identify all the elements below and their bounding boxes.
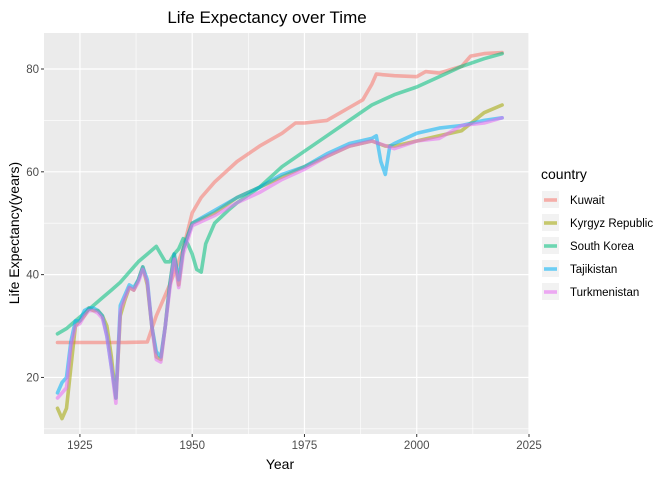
y-tick-label: 80	[26, 64, 39, 76]
legend-label-turkmenistan: Turkmenistan	[570, 287, 639, 299]
legend-label-kuwait: Kuwait	[570, 195, 605, 207]
y-axis: 20 40 60 80	[26, 64, 44, 384]
legend-label-south-korea: South Korea	[570, 241, 635, 253]
y-tick-label: 20	[26, 372, 39, 384]
x-tick-label: 2025	[516, 440, 542, 452]
y-tick-label: 60	[26, 167, 39, 179]
plot-panel	[44, 33, 529, 434]
x-tick-label: 1925	[67, 440, 93, 452]
x-tick-label: 2000	[404, 440, 430, 452]
x-axis-title: Year	[266, 456, 295, 472]
x-axis: 1925 1950 1975 2000 2025	[67, 434, 542, 452]
series-line-kuwait	[55, 50, 504, 345]
series-layer	[55, 50, 504, 421]
legend-items: Kuwait Kyrgyz Republic South Korea Tajikist…	[542, 191, 653, 300]
legend: country Kuwait Kyrgyz Republic South Korea…	[541, 166, 653, 300]
y-axis-title: Life Expectancy(years)	[6, 162, 22, 304]
y-tick-label: 40	[26, 270, 39, 282]
legend-title: country	[541, 166, 587, 182]
series-line-south-korea	[55, 51, 504, 336]
legend-label-kyrgyz-republic: Kyrgyz Republic	[570, 218, 653, 230]
chart-title: Life Expectancy over Time	[167, 8, 366, 27]
series-line-turkmenistan	[55, 116, 504, 405]
x-tick-label: 1950	[179, 440, 205, 452]
x-tick-label: 1975	[292, 440, 318, 452]
legend-label-tajikistan: Tajikistan	[570, 264, 617, 276]
